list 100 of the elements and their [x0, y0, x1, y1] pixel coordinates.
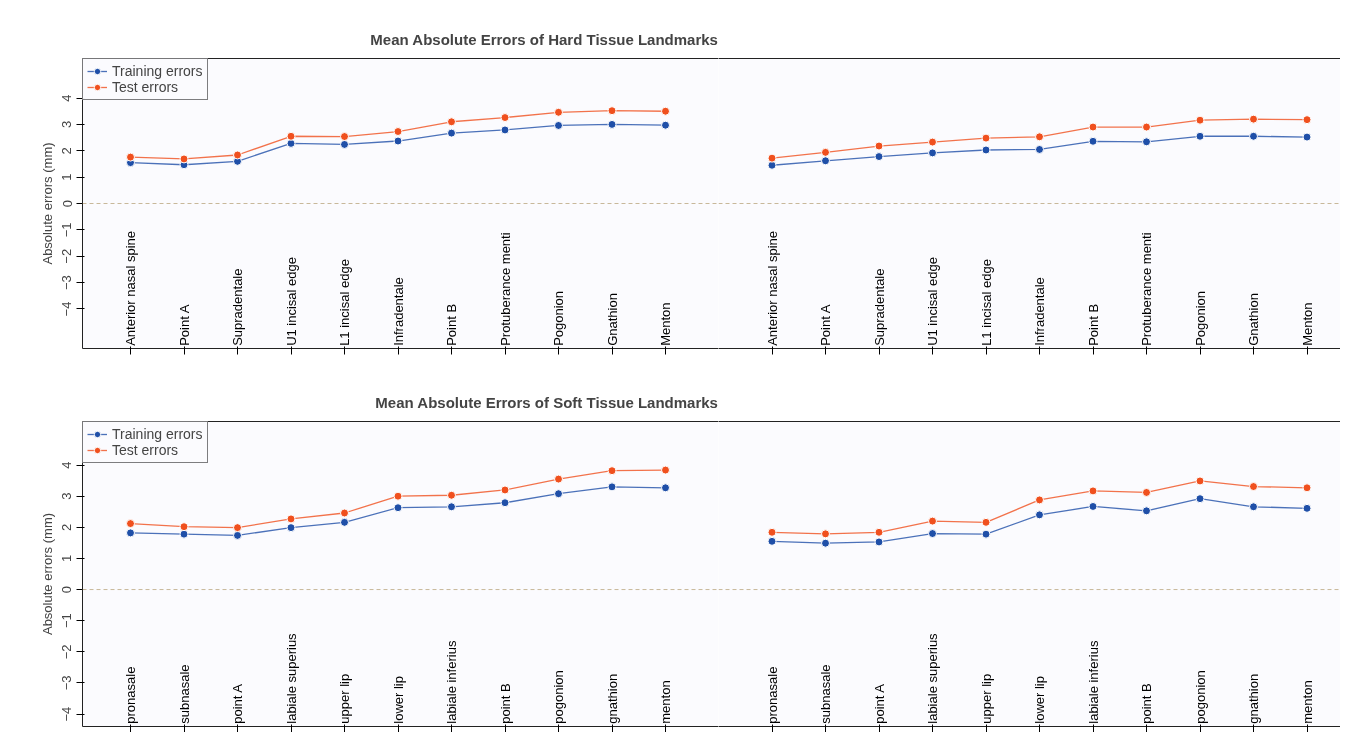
- point: [928, 516, 937, 526]
- point: [1088, 486, 1098, 496]
- point: [821, 538, 830, 548]
- y-tick-label: 0: [59, 585, 75, 594]
- x-tick-label: Protuberance menti: [1139, 232, 1154, 346]
- point: [233, 150, 242, 160]
- x-tick-label: menton: [1299, 680, 1315, 724]
- x-tick-label: upper lip: [337, 673, 352, 724]
- x-tick-label: upper lip: [978, 673, 994, 724]
- point: [928, 137, 937, 147]
- x-tick-label: Supradentale: [871, 268, 887, 346]
- x-tick-label: U1 incisal edge: [283, 256, 299, 346]
- y-tick-label: −3: [59, 275, 75, 290]
- x-tick-label: lower lip: [390, 676, 406, 724]
- point: [661, 120, 670, 130]
- x-tick-label: Gnathion: [604, 293, 620, 346]
- legend-label: Test errors: [112, 79, 179, 95]
- point: [767, 153, 777, 163]
- x-tick-label: pogonion: [1192, 670, 1208, 724]
- chart-title: Mean Absolute Errors of Soft Tissue Landmarks: [375, 393, 718, 411]
- x-tick-label: L1 incisal edge: [978, 259, 994, 346]
- y-axis-title: Absolute errors (mm): [39, 512, 55, 636]
- x-tick-label: menton: [658, 680, 673, 724]
- x-tick-label: gnathion: [604, 673, 620, 724]
- x-tick-label: labiale superius: [925, 632, 940, 724]
- y-tick-label: −4: [59, 706, 75, 722]
- legend-label: Training errors: [112, 426, 203, 442]
- point: [447, 117, 456, 127]
- point: [500, 485, 510, 495]
- x-tick-label: pronasale: [764, 666, 780, 724]
- x-tick-label: Menton: [658, 302, 673, 346]
- y-tick-label: −1: [59, 222, 75, 238]
- x-tick-label: U1 incisal edge: [925, 256, 940, 346]
- point: [447, 128, 456, 138]
- point: [554, 474, 563, 484]
- x-tick-label: subnasale: [818, 664, 833, 724]
- x-tick-label: subnasale: [176, 664, 192, 724]
- y-tick-label: 3: [59, 492, 75, 500]
- x-tick-label: labiale superius: [283, 632, 299, 724]
- point: [554, 107, 563, 117]
- chart-title: Mean Absolute Errors of Hard Tissue Landmarks: [370, 30, 718, 48]
- point: [1302, 503, 1312, 513]
- point: [1142, 506, 1151, 516]
- point: [928, 148, 937, 158]
- point: [126, 519, 135, 529]
- x-tick-label: point A: [230, 683, 245, 724]
- x-tick-label: Point B: [1085, 303, 1101, 346]
- x-tick-label: point A: [871, 683, 887, 724]
- y-tick-label: 0: [59, 199, 75, 208]
- x-tick-label: Gnathion: [1246, 293, 1261, 346]
- x-tick-label: Pogonion: [551, 290, 566, 346]
- point: [286, 523, 296, 533]
- point: [179, 154, 189, 164]
- point: [1195, 476, 1205, 486]
- point: [981, 133, 991, 143]
- point: [607, 466, 617, 476]
- point: [500, 498, 510, 508]
- point: [393, 127, 403, 137]
- point: [661, 106, 670, 116]
- y-tick-label: 2: [59, 147, 75, 155]
- x-tick-label: lower lip: [1032, 676, 1047, 724]
- x-tick-label: Point A: [818, 304, 833, 346]
- point: [1035, 495, 1044, 505]
- x-tick-label: pronasale: [123, 666, 138, 724]
- y-tick-label: 1: [59, 554, 75, 563]
- point: [500, 125, 510, 135]
- x-tick-label: Menton: [1299, 302, 1315, 346]
- point: [821, 529, 830, 539]
- point: [874, 152, 884, 162]
- point: [607, 106, 617, 116]
- y-tick-label: 4: [59, 461, 75, 469]
- x-tick-label: Anterior nasal spine: [123, 230, 138, 346]
- point: [233, 523, 242, 533]
- point: [1035, 144, 1044, 154]
- point: [1249, 482, 1258, 492]
- point: [500, 113, 510, 123]
- point: [1195, 115, 1205, 125]
- x-tick-label: labiale inferius: [1085, 640, 1101, 724]
- point: [554, 120, 563, 130]
- point: [928, 529, 937, 539]
- point: [1088, 122, 1098, 132]
- point: [1249, 114, 1258, 124]
- point: [126, 528, 135, 538]
- point: [1302, 115, 1312, 125]
- x-tick-label: Infradentale: [390, 277, 406, 346]
- point: [874, 537, 884, 547]
- point: [393, 491, 403, 501]
- y-tick-label: 1: [59, 173, 75, 181]
- point: [393, 136, 403, 146]
- x-tick-label: Infradentale: [1032, 277, 1047, 346]
- legend-label: Test errors: [112, 442, 179, 458]
- point: [1249, 131, 1258, 141]
- point: [1142, 137, 1151, 147]
- x-tick-label: Point B: [444, 303, 459, 346]
- point: [286, 131, 296, 141]
- point: [661, 465, 670, 475]
- point: [1142, 487, 1151, 497]
- point: [340, 508, 349, 518]
- point: [1142, 122, 1151, 132]
- x-tick-label: pogonion: [551, 670, 566, 724]
